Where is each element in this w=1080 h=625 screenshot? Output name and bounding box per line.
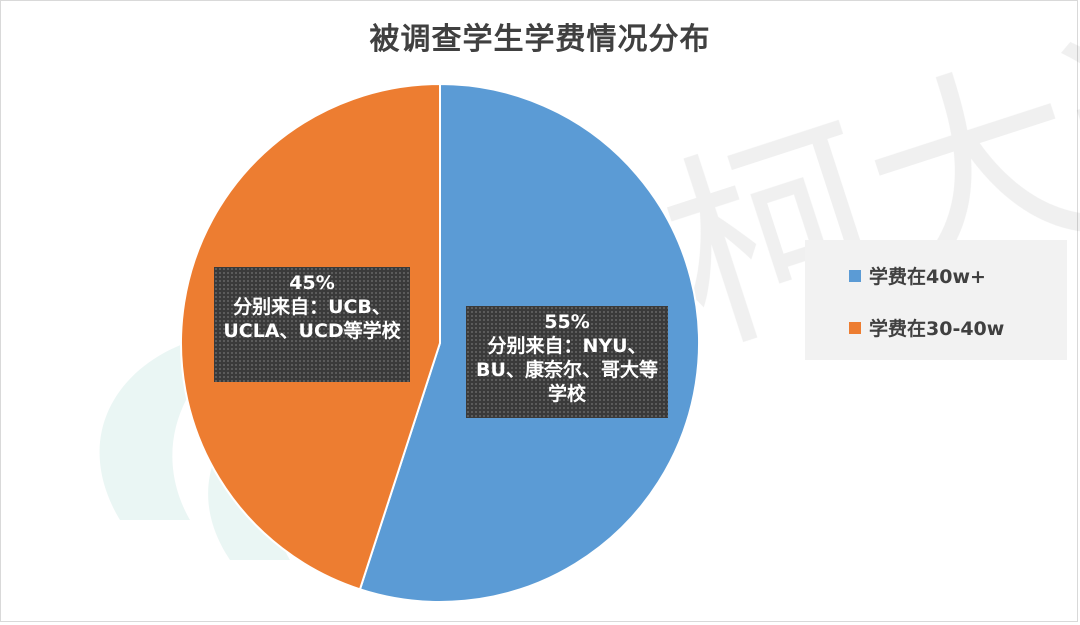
data-label-slice-1: 45% 分别来自：UCB、UCLA、UCD等学校 (214, 267, 410, 382)
data-label-note: 分别来自：UCB、UCLA、UCD等学校 (223, 296, 401, 342)
legend-label: 学费在30-40w (869, 318, 1005, 340)
chart-title: 被调查学生学费情况分布 (369, 22, 711, 57)
legend-swatch (849, 321, 861, 334)
legend-item: 学费在30-40w (849, 314, 1004, 341)
data-label-note: 分别来自：NYU、BU、康奈尔、哥大等学校 (476, 335, 658, 405)
legend-label: 学费在40w+ (869, 266, 986, 288)
data-label-percent: 45% (289, 272, 335, 294)
legend-swatch (849, 269, 861, 282)
legend-item: 学费在40w+ (849, 262, 986, 289)
data-label-percent: 55% (544, 311, 590, 333)
data-label-slice-0: 55% 分别来自：NYU、BU、康奈尔、哥大等学校 (466, 306, 668, 418)
legend: 学费在40w+ 学费在30-40w (805, 240, 1067, 360)
